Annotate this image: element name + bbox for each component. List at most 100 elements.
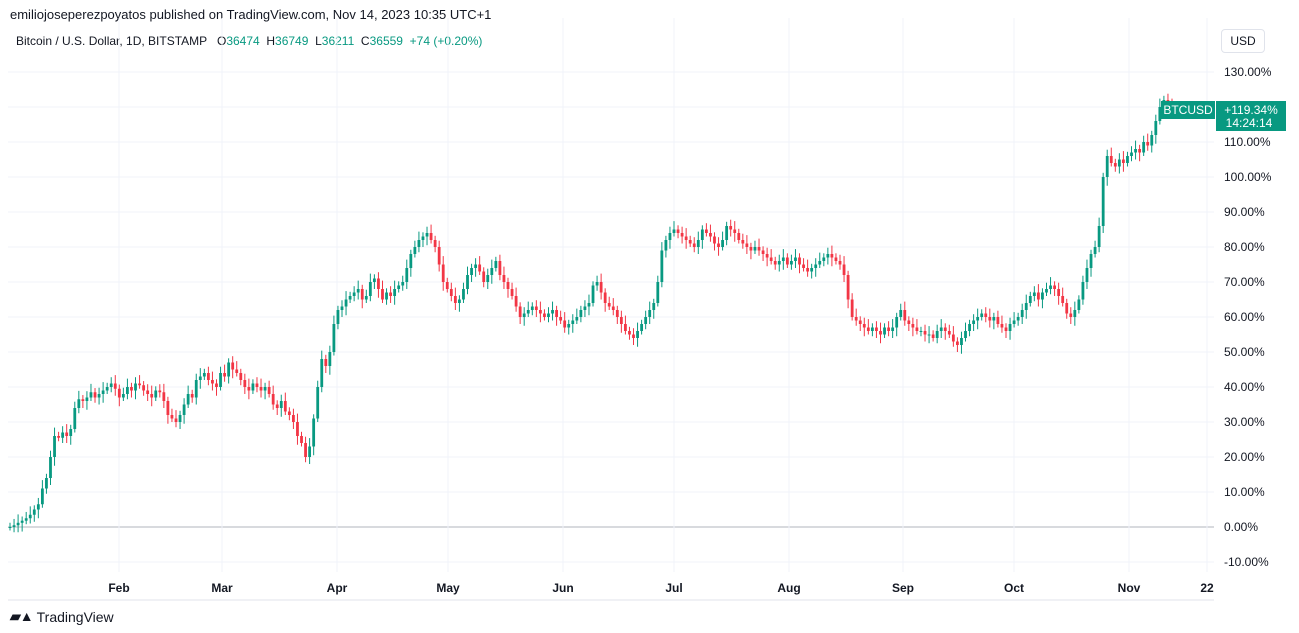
candle-body — [316, 387, 320, 419]
candle-body — [846, 275, 850, 300]
candle-body — [142, 385, 146, 391]
candle-body — [49, 457, 52, 478]
candle-body — [437, 247, 441, 265]
candle-body — [785, 257, 789, 265]
candle-body — [526, 310, 530, 314]
candle-body — [1138, 149, 1142, 153]
candle-body — [304, 443, 307, 457]
candle-body — [20, 520, 24, 523]
candle-body — [377, 278, 380, 289]
candle-body — [61, 432, 65, 438]
candle-body — [575, 317, 579, 321]
candle-body — [16, 522, 20, 526]
candle-body — [340, 306, 344, 310]
candle-body — [1150, 135, 1154, 146]
y-tick-label: 110.00% — [1224, 135, 1271, 149]
candle-body — [964, 331, 967, 338]
candle-body — [543, 313, 546, 317]
candle-body — [441, 264, 445, 282]
candle-body — [449, 289, 453, 296]
candle-body — [121, 394, 125, 398]
candle-body — [923, 331, 927, 335]
candle-body — [271, 394, 275, 405]
candle-body — [968, 324, 971, 331]
candle-body — [190, 394, 194, 398]
candle-body — [494, 261, 498, 268]
x-tick-label: Oct — [1004, 581, 1024, 595]
candle-body — [198, 376, 202, 380]
close-label: C — [360, 34, 370, 48]
candle-body — [117, 388, 121, 398]
candle-body — [567, 324, 571, 328]
candle-body — [652, 303, 656, 310]
candle-body — [907, 320, 911, 324]
candle-body — [146, 390, 150, 394]
candle-body — [943, 327, 947, 331]
candle-body — [733, 229, 737, 233]
candle-body — [818, 261, 822, 265]
candle-body — [692, 243, 696, 247]
candle-body — [1113, 163, 1117, 167]
candle-body — [700, 229, 704, 240]
brand-name: TradingView — [36, 608, 114, 625]
candle-body — [672, 229, 676, 233]
candle-body — [875, 327, 878, 331]
y-tick-label: 70.00% — [1224, 275, 1265, 289]
candle-body — [960, 338, 963, 345]
candle-body — [870, 327, 874, 331]
candle-body — [174, 418, 178, 422]
candle-body — [1020, 310, 1024, 317]
candle-body — [356, 289, 360, 293]
candle-body — [194, 380, 198, 398]
price-tag-countdown: 14:24:14 — [1226, 116, 1273, 130]
candle-body — [458, 299, 461, 303]
x-tick-label: Aug — [777, 581, 800, 595]
tradingview-brand[interactable]: ▰▲ TradingView — [10, 608, 114, 625]
candle-body — [1036, 292, 1040, 300]
candle-body — [109, 383, 113, 387]
candle-body — [619, 317, 623, 324]
candle-body — [725, 226, 729, 240]
candle-body — [1093, 247, 1097, 254]
candle-body — [227, 362, 231, 377]
candle-body — [1077, 299, 1081, 310]
candle-body — [267, 387, 271, 394]
candle-body — [24, 518, 28, 521]
low-label: L — [315, 34, 322, 48]
candle-body — [992, 317, 996, 321]
candle-body — [243, 380, 247, 387]
candle-body — [810, 268, 814, 272]
high-label: H — [266, 34, 276, 48]
candle-body — [1000, 324, 1004, 328]
candle-body — [126, 387, 129, 394]
publisher-caption: emiliojoseperezpoyatos published on Trad… — [10, 7, 492, 22]
y-tick-label: 60.00% — [1224, 310, 1265, 324]
candle-body — [348, 296, 352, 300]
candle-body — [781, 257, 785, 261]
low-value: 36211 — [321, 34, 355, 48]
candle-body — [1057, 289, 1061, 296]
candle-body — [401, 282, 405, 286]
candle-body — [583, 306, 587, 310]
candle-body — [1081, 282, 1085, 300]
candle-body — [1073, 310, 1077, 317]
currency-button[interactable]: USD — [1221, 29, 1265, 53]
candle-body — [364, 296, 368, 300]
candle-body — [624, 324, 627, 331]
candle-body — [413, 247, 417, 254]
candle-body — [453, 296, 457, 303]
candle-body — [1134, 149, 1137, 153]
candle-body — [628, 331, 631, 335]
candle-body — [1101, 177, 1105, 226]
candle-body — [490, 268, 494, 275]
candle-body — [57, 436, 60, 438]
candle-body — [482, 271, 486, 282]
symbol-name: Bitcoin / U.S. Dollar, 1D, BITSTAMP — [16, 34, 207, 48]
candle-body — [433, 240, 437, 247]
candle-body — [534, 306, 538, 310]
candle-body — [798, 257, 801, 265]
candle-body — [336, 310, 340, 324]
candle-body — [1105, 156, 1109, 177]
candle-body — [668, 233, 672, 240]
